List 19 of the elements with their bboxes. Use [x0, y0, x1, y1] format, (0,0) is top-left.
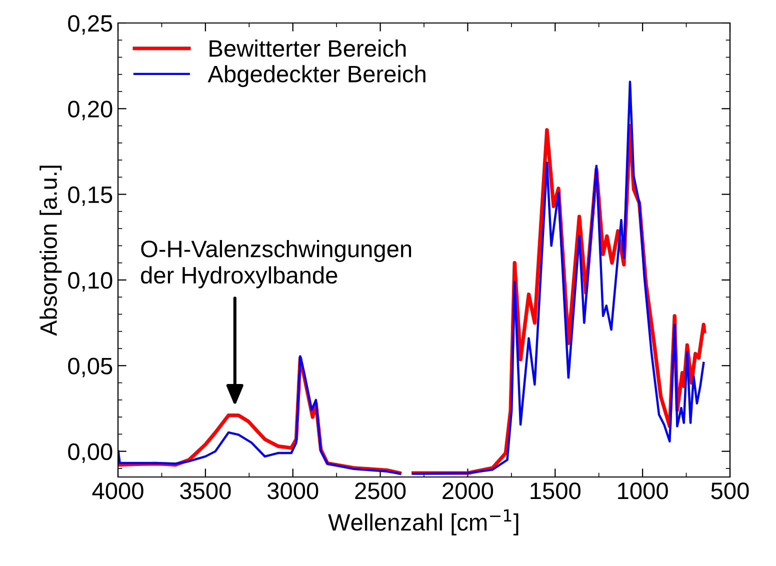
y-tick-label: 0,05	[68, 358, 112, 378]
y-axis-title: Absorption [a.u.]	[40, 166, 62, 336]
x-tick-label: 3000	[267, 482, 318, 500]
x-tick-label: 1500	[530, 482, 580, 500]
y-tick-label: 0,20	[68, 100, 112, 120]
x-tick-label: 2000	[442, 482, 494, 500]
y-tick-label: 0,10	[68, 272, 112, 292]
annotation: O-H-Valenzschwingungen der Hydroxylbande	[141, 240, 412, 288]
x-tick-label: 2500	[355, 482, 406, 500]
x-axis-title: Wellenzahl [cm$^{−1}$]	[328, 509, 518, 536]
x-tick-label: 3500	[180, 482, 231, 500]
y-tick-label: 0,00	[68, 443, 112, 463]
x-tick-label: 1000	[618, 482, 668, 500]
y-tick-label: 0,25	[68, 15, 112, 35]
y-tick-label: 0,15	[68, 186, 112, 206]
legend-label: Bewitterter Bereich	[210, 40, 406, 57]
x-tick-label: 500	[711, 482, 749, 500]
x-tick-label: 4000	[92, 482, 144, 500]
legend-label: Abgedeckter Bereich	[208, 65, 426, 88]
